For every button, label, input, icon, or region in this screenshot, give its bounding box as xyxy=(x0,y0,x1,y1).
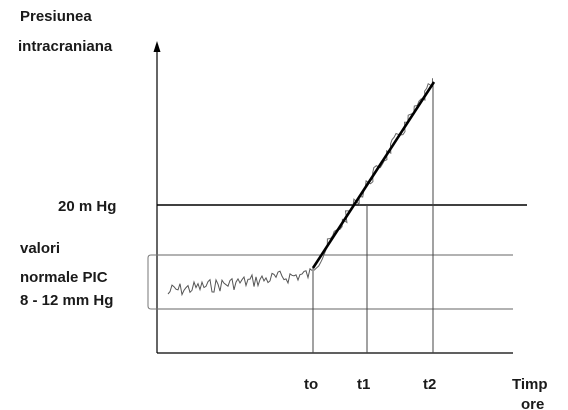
y-axis-label-line2: intracraniana xyxy=(18,38,113,55)
normal-range-label-line3: 8 - 12 mm Hg xyxy=(20,292,113,309)
rising-pressure-line xyxy=(311,81,436,269)
time-tick-t1: t1 xyxy=(357,376,370,393)
time-tick-t2: t2 xyxy=(423,376,436,393)
y-axis-label-line1: Presiunea xyxy=(20,8,92,25)
x-axis-label-line1: Timp xyxy=(512,376,548,393)
y-axis-arrow-icon xyxy=(153,41,161,52)
time-tick-to: to xyxy=(304,376,318,393)
normal-range-bracket xyxy=(147,254,158,310)
threshold-label: 20 m Hg xyxy=(58,198,116,215)
baseline-pressure-trace xyxy=(167,267,313,297)
normal-range-label-line2: normale PIC xyxy=(20,269,108,286)
normal-range-label-line1: valori xyxy=(20,240,60,257)
x-axis-label-line2: ore xyxy=(521,396,544,410)
